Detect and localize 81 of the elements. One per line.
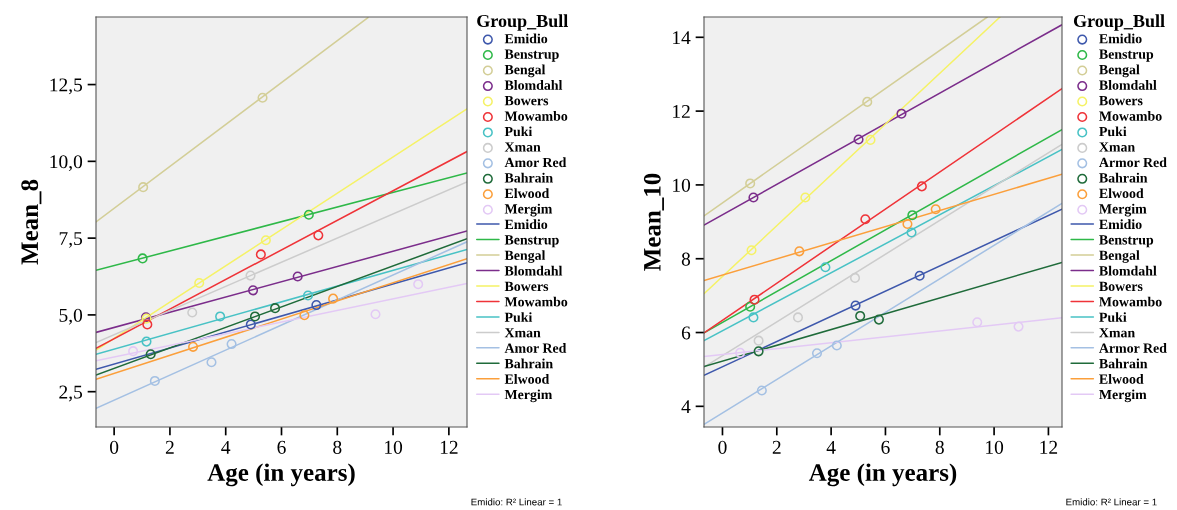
legend-label: Emidio: [1099, 219, 1142, 230]
legend-title: Group_Bull: [1073, 14, 1165, 31]
y-tick-label: 4: [681, 400, 691, 414]
x-axis-title: Age (in years): [207, 463, 355, 487]
text: Emidio: R² Linear = 1: [1066, 498, 1157, 506]
legend-label: Bengal: [1099, 250, 1140, 263]
legend-label: Mergim: [1099, 389, 1147, 403]
legend-label: Bowers: [504, 281, 549, 292]
legend-label: Puki: [504, 126, 533, 137]
legend-label: Emidio: [504, 33, 548, 44]
legend-label: Elwood: [504, 188, 550, 199]
legend-label: Bahrain: [504, 172, 553, 183]
legend-label: Benstrup: [1099, 235, 1154, 248]
legend-label: Bowers: [504, 96, 549, 106]
legend-label: Puki: [504, 312, 533, 322]
legend-label: Emidio: [1099, 33, 1142, 44]
y-axis-title: Mean_8: [21, 179, 42, 265]
x-tick-label: 6: [881, 440, 890, 454]
legend-label: Mowambo: [1099, 110, 1162, 121]
legend-label: Mergim: [504, 203, 553, 217]
legend-label: Xman: [1099, 142, 1135, 152]
x-tick-label: 12: [440, 440, 458, 454]
x-tick-label: 0: [110, 440, 119, 454]
legend-label: Mergim: [1099, 203, 1147, 217]
legend-title: Group_Bull: [477, 14, 568, 31]
legend-label: Blomdahl: [1099, 265, 1157, 276]
legend-label: Xman: [504, 142, 541, 152]
x-tick-label: 2: [772, 440, 781, 454]
y-tick-label: 10: [673, 178, 691, 192]
legend-label: Armor Red: [1099, 343, 1167, 353]
x-tick-label: 4: [826, 440, 836, 454]
legend-label: Bahrain: [504, 358, 553, 369]
legend-label: Bengal: [504, 64, 546, 78]
legend-label: Blomdahl: [1099, 80, 1157, 90]
y-tick-label: 8: [681, 252, 691, 266]
x-tick-label: 12: [1040, 440, 1058, 454]
x-tick-label: 10: [385, 440, 403, 454]
x-tick-label: 10: [986, 440, 1004, 454]
x-tick-label: 2: [165, 440, 174, 454]
legend-label: Xman: [504, 328, 541, 338]
legend-label: Blomdahl: [504, 265, 563, 276]
legend-label: Mowambo: [504, 296, 568, 307]
x-axis-title: Age (in years): [808, 463, 957, 487]
legend-label: Bowers: [1099, 281, 1143, 292]
legend-label: Mowambo: [504, 110, 568, 121]
legend-label: Xman: [1099, 328, 1135, 338]
legend-label: Bengal: [504, 250, 546, 263]
y-tick-label: 12,5: [50, 78, 83, 95]
y-tick-label: 7,5: [59, 232, 83, 248]
legend-label: Emidio: [504, 219, 548, 230]
legend-label: Benstrup: [1099, 49, 1154, 62]
x-tick-label: 0: [718, 440, 727, 454]
y-axis-title: Mean_10: [643, 173, 664, 271]
legend-label: Bahrain: [1099, 172, 1148, 183]
y-tick-label: 12: [673, 104, 690, 118]
legend-label: Amor Red: [504, 343, 567, 353]
legend-label: Elwood: [1099, 188, 1144, 199]
legend-label: Elwood: [1099, 373, 1144, 384]
x-tick-label: 6: [277, 440, 286, 454]
legend-label: Amor Red: [504, 157, 567, 168]
legend-label: Puki: [1099, 126, 1127, 137]
legend-label: Benstrup: [504, 49, 559, 62]
y-tick-label: 2,5: [59, 385, 83, 402]
x-tick-label: 8: [333, 440, 342, 454]
legend-label: Mowambo: [1099, 296, 1162, 307]
legend-label: Bowers: [1099, 96, 1143, 106]
legend-label: Armor Red: [1099, 157, 1167, 168]
y-tick-label: 6: [681, 326, 691, 340]
legend-label: Bahrain: [1099, 358, 1148, 369]
legend-label: Mergim: [504, 389, 553, 403]
legend-label: Bengal: [1099, 64, 1140, 78]
x-tick-label: 8: [935, 440, 944, 454]
y-tick-label: 5,0: [59, 308, 83, 325]
y-tick-label: 14: [673, 31, 691, 45]
legend-label: Elwood: [504, 373, 550, 384]
y-tick-label: 10,0: [50, 155, 83, 172]
legend-label: Blomdahl: [504, 80, 563, 90]
text: Emidio: R² Linear = 1: [471, 498, 562, 506]
legend-label: Puki: [1099, 312, 1127, 322]
x-tick-label: 4: [221, 440, 231, 454]
legend-label: Benstrup: [504, 235, 559, 248]
